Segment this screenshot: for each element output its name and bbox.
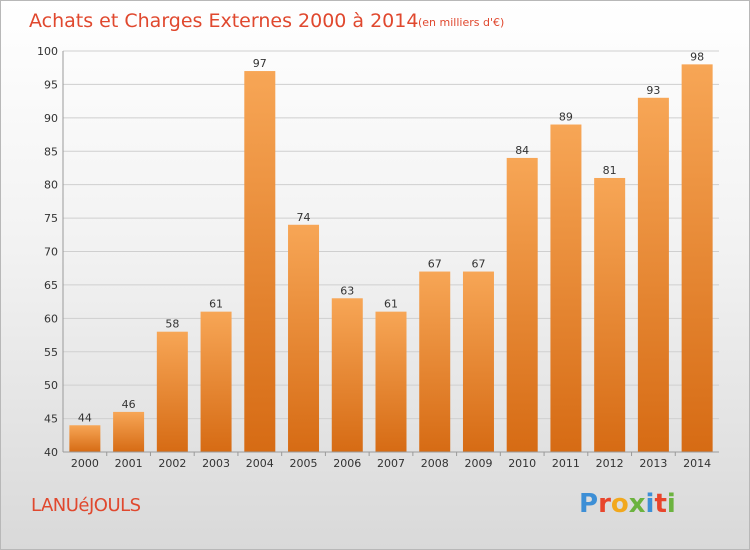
chart-title: Achats et Charges Externes 2000 à 2014 — [29, 10, 418, 32]
y-tick-label: 45 — [44, 413, 58, 426]
bar-2007 — [375, 311, 407, 452]
bar-2012 — [594, 177, 626, 452]
logo-letter: i — [666, 489, 676, 519]
y-tick-label: 95 — [44, 78, 58, 91]
logo-letter: t — [654, 489, 667, 519]
value-label: 44 — [78, 411, 92, 424]
proxiti-logo: Proxiti — [579, 489, 676, 519]
x-tick-label: 2007 — [377, 457, 405, 470]
x-tick-label: 2008 — [421, 457, 449, 470]
logo-letter: x — [628, 489, 646, 519]
bars — [69, 64, 713, 453]
value-label: 74 — [297, 211, 311, 224]
logo-letter: r — [598, 489, 611, 519]
x-tick-label: 2006 — [333, 457, 361, 470]
y-tick-label: 50 — [44, 379, 58, 392]
bar-2004 — [244, 71, 276, 453]
x-tick-label: 2009 — [464, 457, 492, 470]
bar-2013 — [637, 97, 669, 453]
bar-2001 — [113, 411, 145, 452]
y-tick-label: 90 — [44, 112, 58, 125]
value-label: 98 — [690, 50, 704, 63]
y-tick-label: 55 — [44, 346, 58, 359]
y-tick-label: 65 — [44, 279, 58, 292]
y-axis-ticks: 40 45 50 55 60 65 70 75 80 85 90 95 100 — [37, 45, 58, 459]
value-label: 93 — [646, 84, 660, 97]
bar-2010 — [506, 157, 538, 452]
x-tick-label: 2012 — [596, 457, 624, 470]
x-tick-label: 2002 — [158, 457, 186, 470]
bar-2006 — [331, 298, 363, 452]
y-tick-label: 40 — [44, 446, 58, 459]
bar-2005 — [288, 224, 320, 452]
value-label: 46 — [122, 398, 136, 411]
y-tick-label: 85 — [44, 145, 58, 158]
bar-2002 — [156, 331, 188, 452]
y-tick-label: 70 — [44, 246, 58, 259]
value-label: 63 — [340, 284, 354, 297]
value-label: 81 — [603, 164, 617, 177]
value-label: 58 — [165, 318, 179, 331]
x-tick-label: 2014 — [683, 457, 711, 470]
x-tick-label: 2005 — [290, 457, 318, 470]
x-tick-label: 2013 — [639, 457, 667, 470]
value-label: 67 — [471, 258, 485, 271]
y-tick-label: 75 — [44, 212, 58, 225]
logo-letter: P — [579, 489, 599, 519]
x-tick-label: 2003 — [202, 457, 230, 470]
bar-2003 — [200, 311, 232, 452]
x-axis-ticks: 2000 2001 2002 2003 2004 2005 2006 2007 2008 2009… — [71, 452, 711, 470]
bar-2014 — [681, 64, 713, 452]
value-label: 97 — [253, 57, 267, 70]
x-tick-label: 2010 — [508, 457, 536, 470]
bar-2011 — [550, 124, 582, 453]
value-label: 61 — [384, 298, 398, 311]
value-labels: 44 46 58 61 97 74 63 61 67 67 84 89 81 93 98 — [78, 50, 704, 424]
y-tick-label: 100 — [37, 45, 58, 58]
value-label: 84 — [515, 144, 529, 157]
logo-letter: i — [645, 489, 655, 519]
logo-letter: o — [610, 489, 629, 519]
x-tick-label: 2001 — [115, 457, 143, 470]
y-tick-label: 80 — [44, 179, 58, 192]
bar-2009 — [462, 271, 494, 452]
value-label: 89 — [559, 111, 573, 124]
bar-2000 — [69, 425, 101, 452]
x-tick-label: 2004 — [246, 457, 274, 470]
bar-2008 — [419, 271, 451, 452]
chart-subtitle: (en milliers d'€) — [418, 16, 504, 29]
y-tick-label: 60 — [44, 312, 58, 325]
x-tick-label: 2000 — [71, 457, 99, 470]
value-label: 67 — [428, 258, 442, 271]
x-tick-label: 2011 — [552, 457, 580, 470]
commune-name: LANUéJOULS — [31, 495, 141, 516]
value-label: 61 — [209, 298, 223, 311]
